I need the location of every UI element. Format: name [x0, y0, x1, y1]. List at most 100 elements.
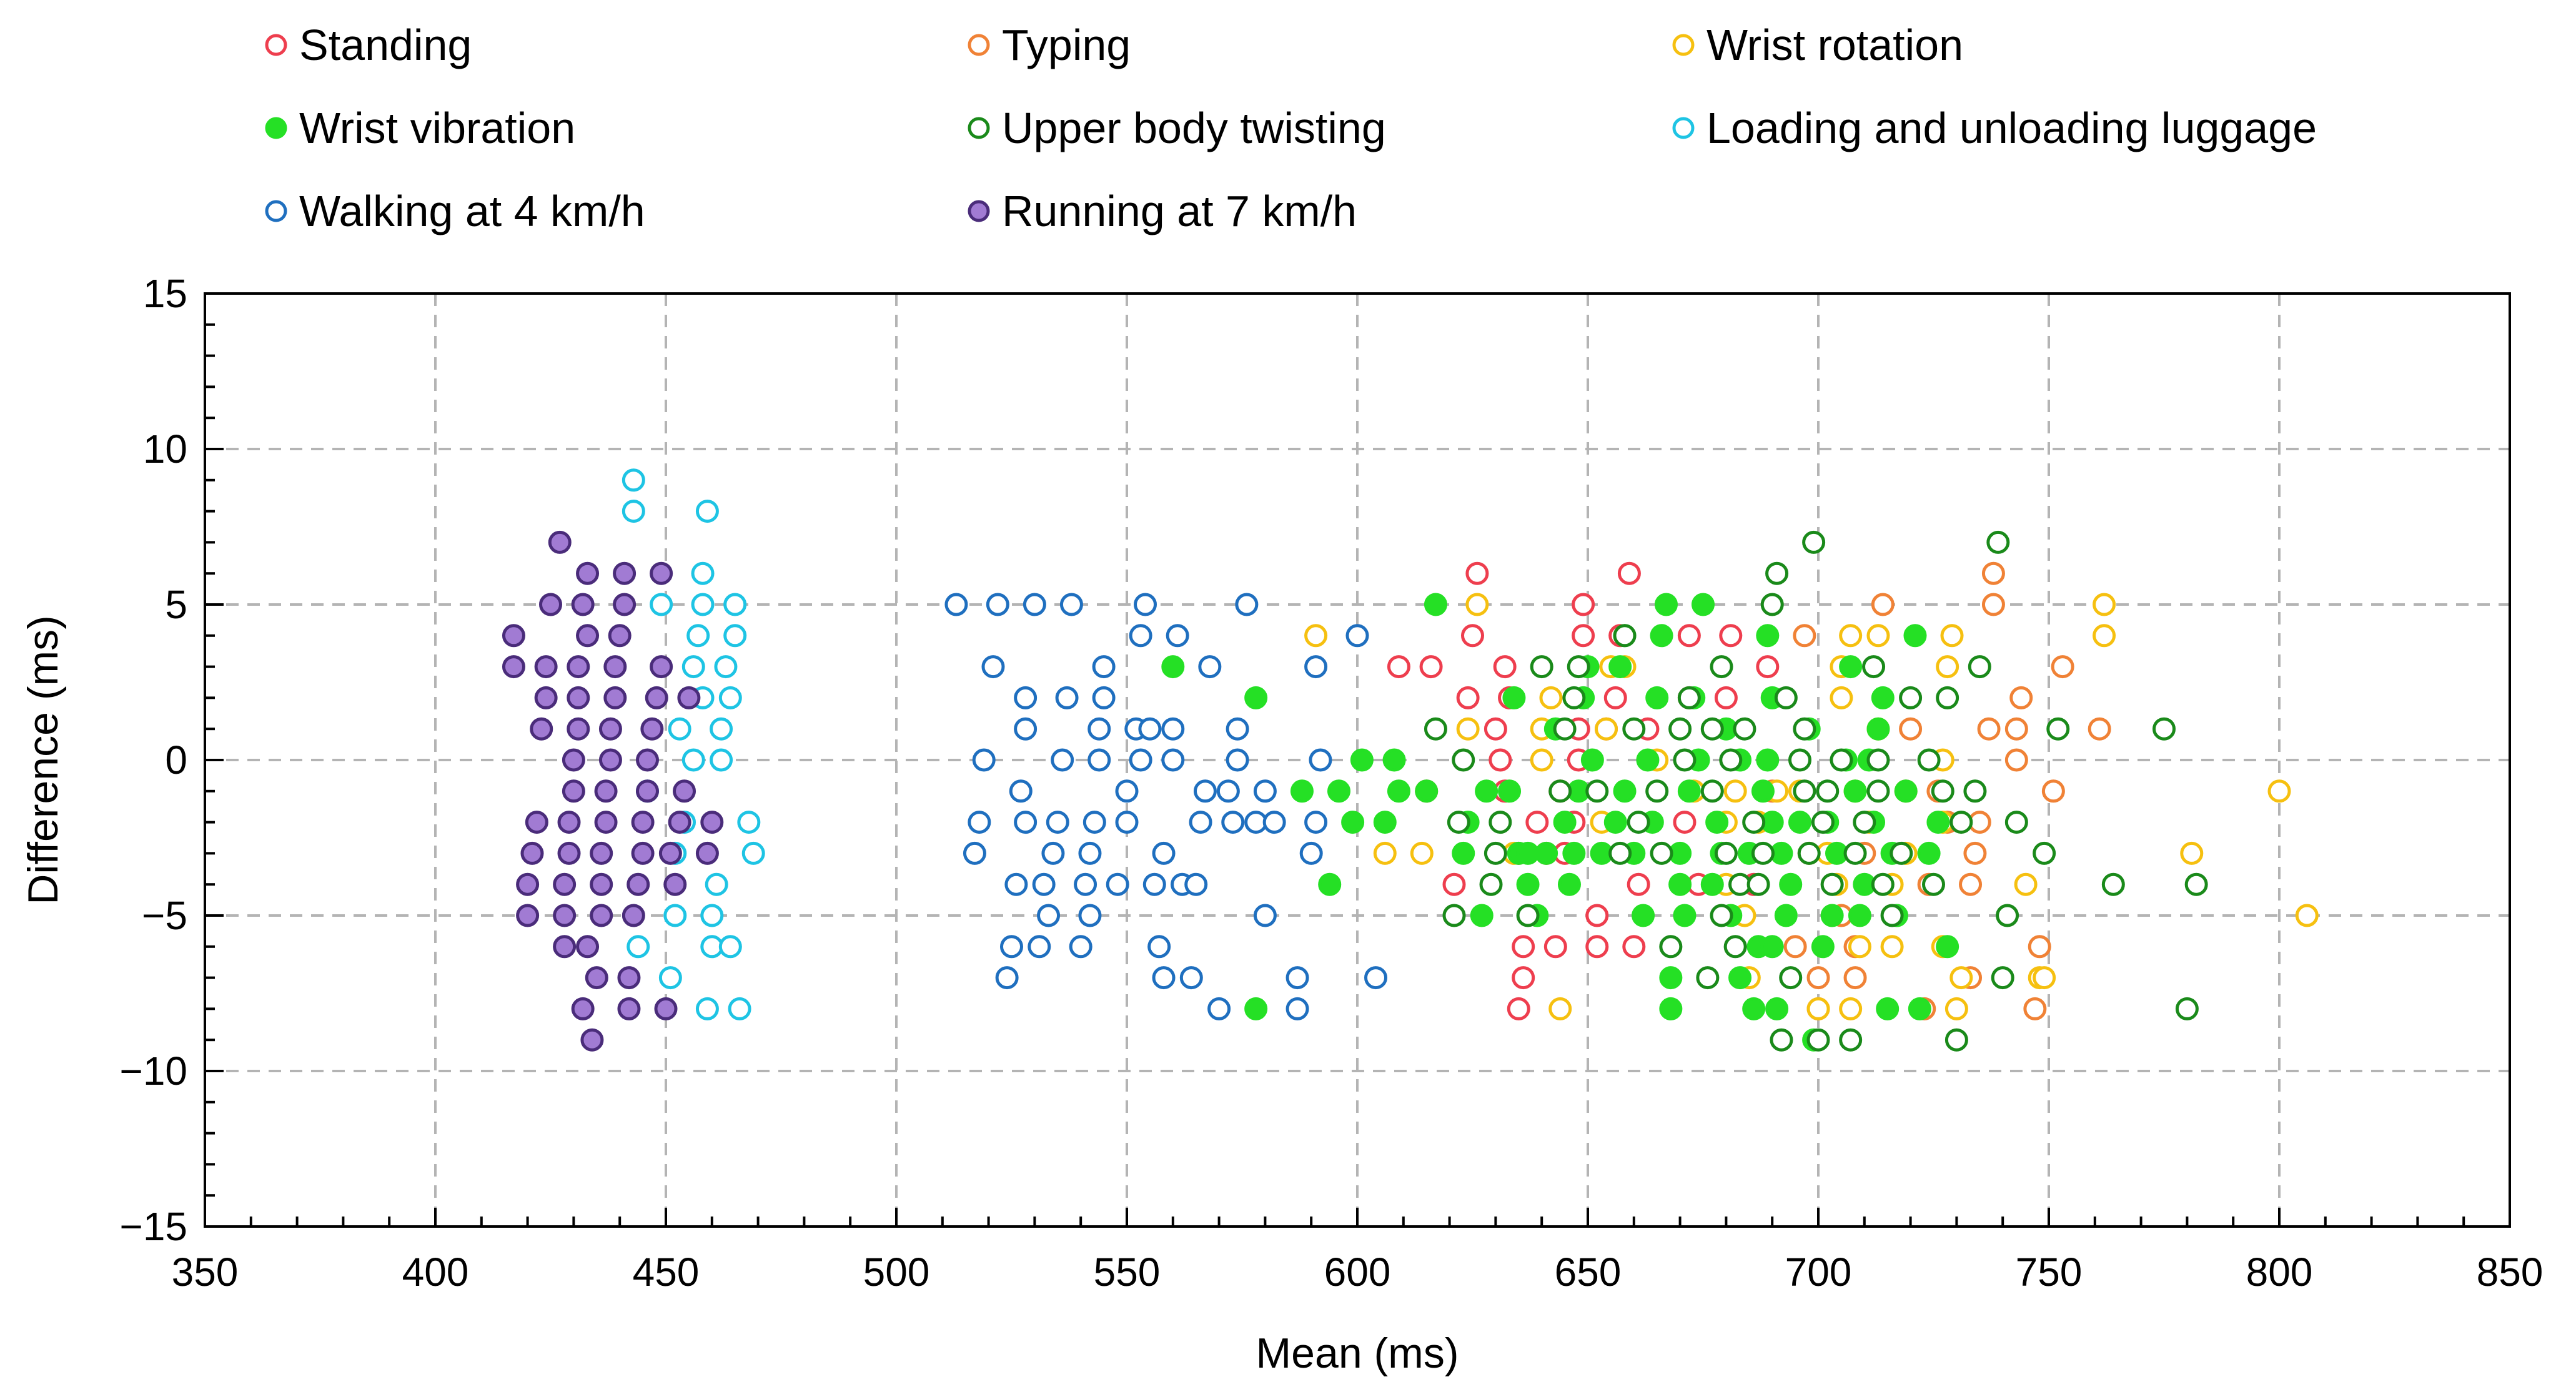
data-point — [1719, 748, 1743, 772]
data-point — [1525, 811, 1549, 834]
data-point — [1138, 717, 1162, 741]
data-point — [1760, 935, 1784, 959]
data-point — [1645, 686, 1669, 709]
data-point — [1650, 624, 1673, 648]
data-point — [1489, 811, 1512, 834]
data-point — [1848, 904, 1871, 927]
data-point — [1299, 841, 1323, 865]
legend-item-walking-at-4-km-h: Walking at 4 km/h — [265, 187, 645, 235]
legend-item-loading-and-unloading-luggage: Loading and unloading luggage — [1672, 104, 2317, 152]
data-point — [2004, 748, 2028, 772]
data-point — [1082, 811, 1106, 834]
data-point — [1221, 811, 1245, 834]
data-point — [1890, 841, 1913, 865]
data-point — [1696, 966, 1720, 990]
data-point — [1673, 811, 1697, 834]
data-point — [1253, 904, 1277, 927]
data-point — [668, 717, 691, 741]
data-point — [681, 748, 705, 772]
data-point — [1452, 841, 1475, 865]
data-point — [1783, 935, 1807, 959]
legend-marker — [968, 200, 990, 222]
series-running-at-7-km-h — [502, 530, 724, 1052]
data-point — [1613, 779, 1637, 803]
data-point — [1115, 779, 1139, 803]
data-point — [2023, 997, 2047, 1020]
data-point — [516, 904, 540, 927]
data-point — [1562, 686, 1586, 709]
data-point — [2033, 966, 2056, 990]
data-point — [571, 593, 595, 616]
data-point — [1493, 655, 1517, 679]
data-point — [1788, 811, 1811, 834]
data-point — [622, 904, 645, 927]
data-point — [1710, 655, 1733, 679]
data-point — [1830, 748, 1853, 772]
data-point — [1774, 904, 1798, 927]
data-point — [557, 841, 581, 865]
x-tick-label: 350 — [172, 1250, 239, 1295]
data-point — [650, 655, 673, 679]
data-point — [2051, 655, 2074, 679]
data-point — [1963, 779, 1987, 803]
data-point — [663, 872, 687, 896]
data-point — [1608, 655, 1632, 679]
data-point — [1677, 624, 1701, 648]
data-point — [1820, 872, 1844, 896]
data-point — [590, 841, 613, 865]
legend-item-standing: Standing — [265, 21, 472, 69]
data-point — [1502, 686, 1526, 709]
data-point — [1562, 841, 1586, 865]
legend-item-wrist-vibration: Wrist vibration — [265, 104, 575, 152]
data-point — [2295, 904, 2319, 927]
data-point — [1926, 811, 1950, 834]
data-point — [1936, 655, 1959, 679]
data-point — [1756, 748, 1780, 772]
data-point — [1129, 624, 1152, 648]
data-point — [2028, 935, 2051, 959]
y-tick-label: −10 — [119, 1049, 187, 1093]
data-point — [986, 593, 1009, 616]
data-point — [1152, 841, 1176, 865]
legend-marker — [968, 117, 990, 139]
data-point — [1710, 904, 1733, 927]
data-point — [1304, 811, 1328, 834]
data-point — [1115, 811, 1139, 834]
data-point — [1770, 1028, 1793, 1052]
legend-item-wrist-rotation: Wrist rotation — [1672, 21, 1963, 69]
data-point — [1617, 561, 1641, 585]
data-point — [673, 779, 696, 803]
data-point — [714, 655, 738, 679]
data-point — [1004, 872, 1028, 896]
data-point — [1765, 997, 1789, 1020]
data-point — [2014, 872, 2038, 896]
data-point — [576, 935, 600, 959]
legend-marker — [1672, 34, 1695, 56]
legend-marker — [265, 34, 287, 56]
data-point — [1198, 655, 1222, 679]
data-point — [1603, 811, 1627, 834]
y-tick-label: 5 — [165, 582, 187, 627]
data-point — [548, 530, 572, 554]
data-point — [525, 811, 548, 834]
data-point — [1871, 686, 1895, 709]
data-point — [1880, 904, 1904, 927]
data-point — [1580, 748, 1604, 772]
data-point — [1557, 872, 1581, 896]
data-point — [1512, 966, 1535, 990]
data-point — [1585, 904, 1609, 927]
data-point — [1184, 872, 1208, 896]
data-point — [1793, 624, 1816, 648]
data-point — [981, 655, 1005, 679]
data-point — [613, 593, 637, 616]
data-point — [1318, 872, 1342, 896]
legend-marker — [1672, 117, 1695, 139]
data-point — [1627, 811, 1650, 834]
data-point — [2009, 686, 2033, 709]
data-point — [658, 966, 682, 990]
data-point — [1636, 748, 1660, 772]
data-point — [1442, 872, 1466, 896]
data-point — [1774, 686, 1798, 709]
data-point — [502, 624, 525, 648]
